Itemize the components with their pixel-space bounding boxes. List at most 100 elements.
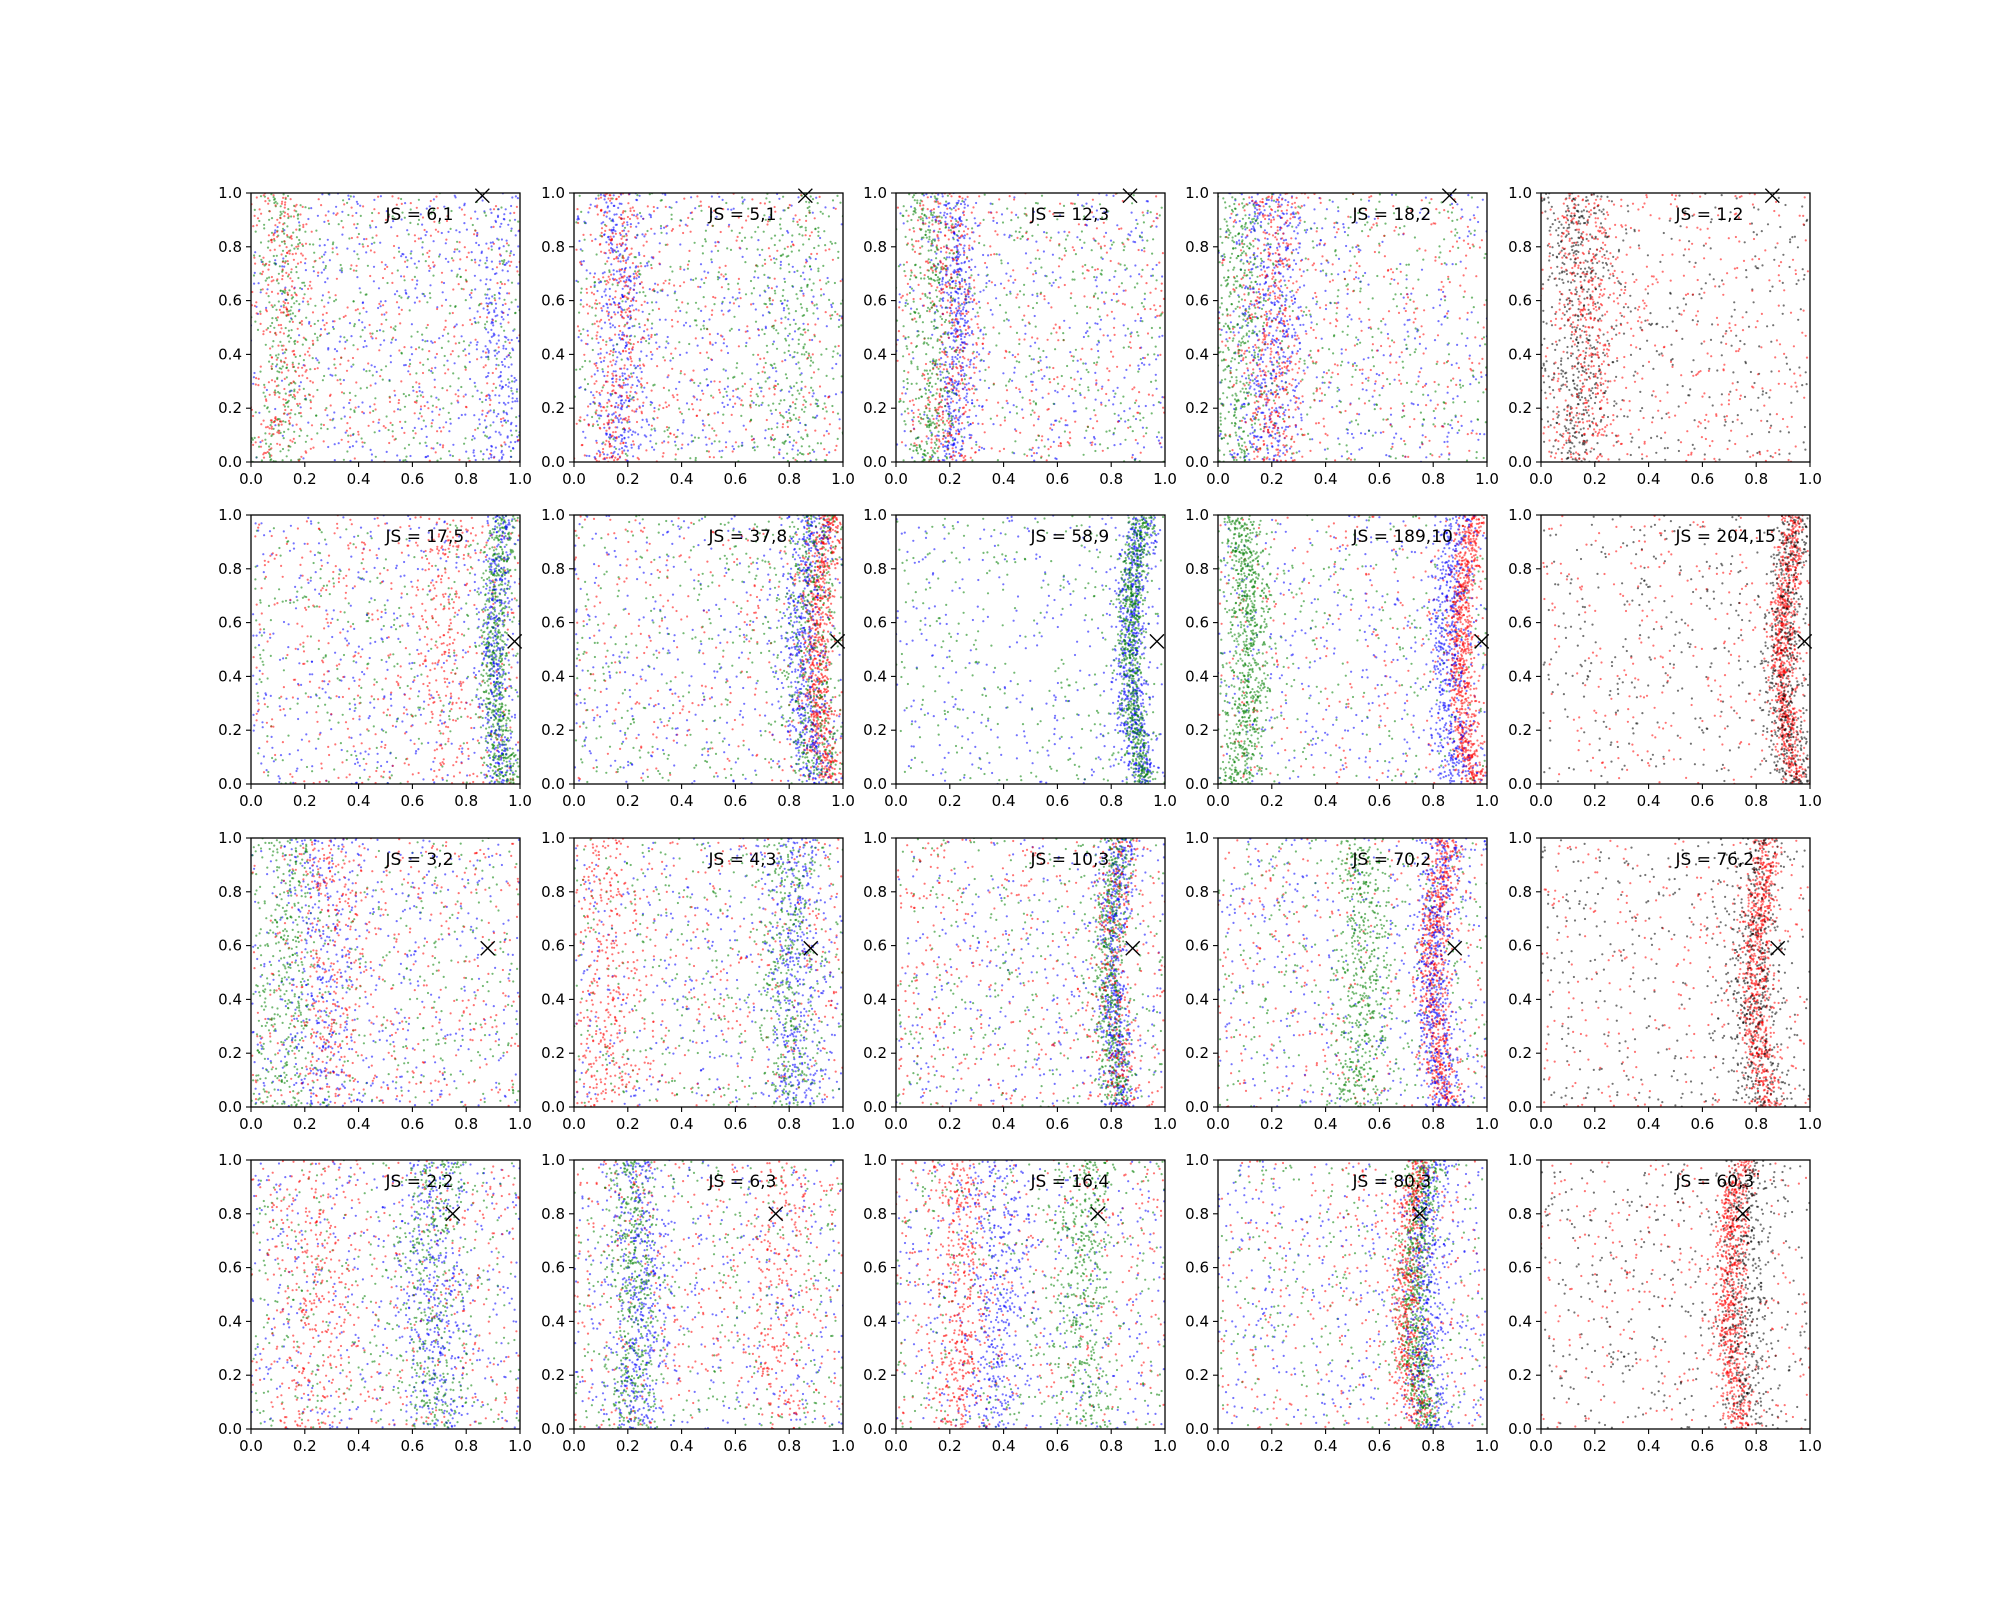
point-green (455, 275, 458, 278)
point-red (270, 304, 273, 307)
point-blue (321, 193, 324, 196)
point-green (768, 299, 771, 302)
point-red (1147, 393, 1150, 396)
point-red (667, 374, 670, 377)
point-blue (504, 208, 507, 211)
js-label: JS = 5,1 (708, 205, 777, 225)
point-green (315, 414, 318, 417)
point-red (301, 366, 304, 369)
point-red (433, 220, 436, 223)
point-blue (680, 447, 683, 450)
point-blue (615, 270, 619, 273)
point-red (974, 451, 977, 454)
point-green (270, 434, 273, 438)
point-green (283, 351, 286, 354)
point-blue (372, 280, 375, 283)
point-green (295, 265, 298, 269)
point-red (1158, 261, 1161, 264)
point-blue (910, 409, 914, 412)
point-green (906, 220, 909, 223)
point-green (581, 249, 584, 252)
point-red (1071, 246, 1074, 249)
point-green (1007, 380, 1011, 383)
point-blue (959, 310, 963, 313)
point-blue (474, 458, 477, 462)
point-red (628, 347, 631, 351)
point-red (414, 432, 417, 435)
point-green (275, 254, 278, 257)
point-blue (484, 283, 487, 286)
point-green (965, 374, 968, 377)
point-green (1158, 326, 1162, 329)
point-green (648, 312, 651, 316)
point-red (592, 276, 596, 279)
point-green (504, 340, 507, 343)
point-blue (741, 255, 744, 258)
point-red (285, 306, 288, 309)
point-blue (904, 301, 907, 305)
point-red (370, 335, 373, 338)
point-green (328, 296, 331, 299)
point-red (289, 198, 292, 201)
point-blue (620, 421, 623, 424)
point-green (320, 423, 323, 426)
point-red (1143, 250, 1146, 253)
point-blue (389, 354, 392, 357)
point-blue (617, 396, 620, 399)
point-blue (1158, 335, 1161, 338)
point-red (369, 332, 372, 335)
point-blue (640, 341, 643, 344)
point-blue (626, 449, 630, 452)
point-green (391, 430, 394, 433)
point-red (620, 268, 623, 271)
point-blue (430, 370, 433, 373)
point-green (279, 289, 282, 292)
point-red (607, 365, 610, 368)
point-blue (394, 394, 397, 397)
point-red (1095, 227, 1098, 230)
point-blue (431, 410, 434, 413)
point-red (1079, 358, 1082, 361)
point-blue (645, 354, 648, 357)
point-red (608, 456, 611, 459)
point-red (622, 221, 626, 224)
point-blue (460, 335, 463, 338)
point-green (500, 206, 503, 209)
point-red (802, 294, 805, 297)
point-green (825, 282, 828, 285)
point-green (767, 427, 770, 431)
point-blue (1148, 363, 1151, 366)
point-red (608, 298, 611, 301)
point-blue (606, 306, 609, 309)
point-red (263, 386, 266, 389)
point-red (336, 253, 339, 256)
point-red (340, 438, 343, 441)
point-green (732, 376, 735, 379)
point-blue (1080, 246, 1084, 249)
point-blue (280, 305, 283, 308)
point-blue (513, 380, 516, 383)
point-green (405, 455, 408, 458)
point-green (269, 424, 272, 427)
point-red (592, 423, 595, 426)
point-green (686, 267, 690, 270)
point-blue (503, 335, 506, 338)
point-red (415, 381, 418, 384)
point-blue (630, 334, 633, 337)
point-green (503, 298, 506, 301)
point-red (274, 204, 277, 207)
point-red (747, 215, 750, 218)
point-blue (621, 331, 624, 334)
point-green (808, 209, 811, 212)
point-red (487, 247, 490, 250)
point-blue (685, 402, 689, 405)
point-green (477, 321, 480, 324)
point-blue (1124, 420, 1127, 423)
point-green (674, 458, 677, 461)
point-red (461, 324, 464, 327)
point-red (310, 438, 313, 441)
point-blue (510, 363, 513, 366)
point-green (904, 423, 907, 426)
point-blue (414, 287, 417, 290)
point-red (272, 232, 275, 235)
